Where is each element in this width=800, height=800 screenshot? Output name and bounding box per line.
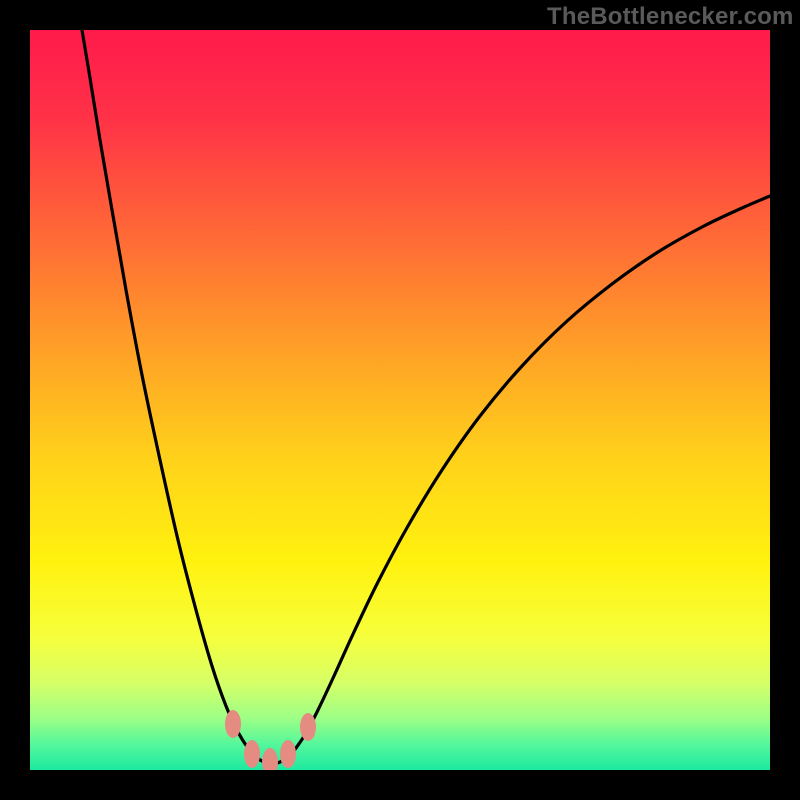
gradient-background [30, 30, 770, 770]
curve-marker [225, 710, 241, 738]
curve-marker [244, 740, 260, 768]
watermark-text: TheBottlenecker.com [547, 3, 794, 31]
chart-frame: TheBottlenecker.com [0, 0, 800, 800]
curve-marker [280, 740, 296, 768]
chart-svg [30, 30, 770, 770]
curve-marker [300, 713, 316, 741]
plot-area [30, 30, 770, 770]
